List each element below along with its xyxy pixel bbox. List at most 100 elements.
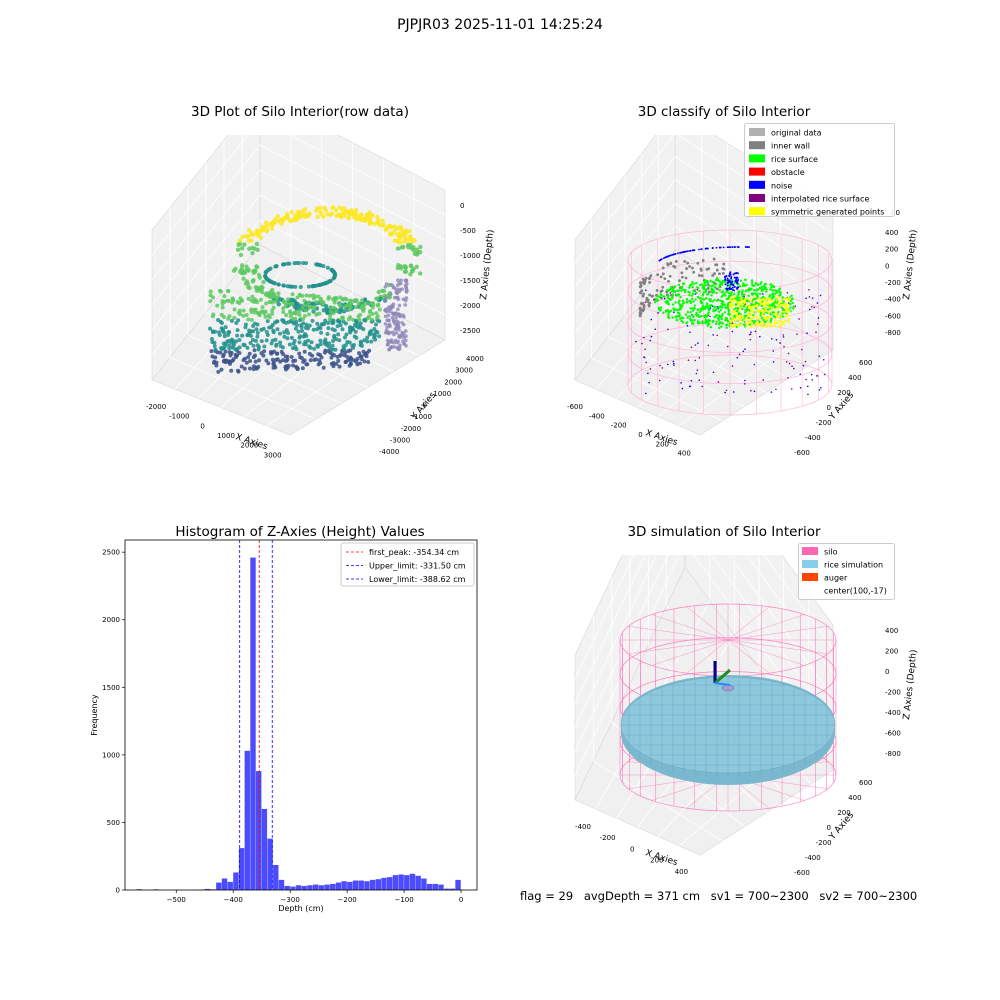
simulation-z-tick-label: 200 [885,648,898,656]
rice-surface-point [712,309,715,313]
rice-surface-point [782,308,785,312]
noise-point [717,381,720,383]
raw-z-tick-label: -2500 [460,327,480,335]
rice-surface-point [751,283,754,287]
raw-point [342,335,347,340]
raw-point [293,326,298,331]
raw-point [258,288,263,294]
histogram-bar [267,838,273,890]
noise-point [722,246,725,249]
auger-x-arrow [714,682,731,686]
noise-point [782,334,785,336]
rice-surface-point [700,301,703,305]
noise-point [787,352,790,355]
noise-point [645,289,647,292]
classify-y-tick-label: -600 [794,449,810,457]
rice-surface-point [699,309,703,312]
noise-point [746,246,749,248]
rice-surface-point [692,322,695,325]
noise-point [816,323,819,325]
classify-x-tick-label: 0 [638,431,642,439]
noise-point [677,252,679,255]
raw-point [348,305,353,310]
legend-label: inner wall [771,142,810,151]
raw-point [257,275,262,280]
rice-surface-point [746,307,749,311]
rice-surface-point [770,293,774,296]
rice-surface-point [724,318,727,322]
inner-wall-point [707,267,711,271]
raw-point [290,346,295,351]
histogram-bar [221,878,228,890]
symmetric-point [765,297,768,300]
rice-surface-point [675,308,679,312]
raw-point [337,338,342,343]
raw-point [298,334,303,339]
histogram-bar [455,879,461,890]
noise-point [811,305,813,308]
raw-point [392,345,397,349]
symmetric-point [769,315,772,319]
rice-surface-point [696,286,700,290]
raw-point [371,332,376,337]
raw-point [380,288,385,293]
raw-point [346,358,351,363]
symmetric-point [741,303,744,306]
raw-point [270,311,275,316]
noise-point [680,382,682,384]
symmetric-point [765,325,768,328]
raw-point [319,355,324,360]
rice-surface-point [718,321,722,324]
raw-point [281,283,286,288]
raw-point [235,328,240,333]
raw-point [255,247,260,253]
raw-point [301,261,306,266]
silo-spoke [727,639,828,655]
noise-point [731,246,734,248]
noise-point [785,361,788,363]
rice-surface-point [738,290,741,293]
noise-point [701,385,704,388]
rice-surface-point [694,282,698,285]
symmetric-point [729,314,732,317]
histogram-bar [256,771,262,890]
symmetric-point [739,303,742,306]
raw-point [225,339,230,344]
raw-point [314,206,320,211]
raw-point [340,297,345,302]
symmetric-point [731,305,734,308]
raw-point [297,309,302,314]
histogram-bar [426,883,433,890]
symmetric-point [749,299,752,302]
silo-spoke [651,614,729,641]
noise-point [726,277,729,280]
simulation-x-tick-label: 200 [650,857,663,865]
rice-surface-point [721,322,724,325]
symmetric-point [770,308,774,311]
symmetric-point [755,321,758,324]
histogram-bar [449,888,456,890]
symmetric-point [764,318,767,322]
rice-surface-point [701,298,704,301]
noise-point [716,306,719,308]
raw-point-cloud [208,205,423,374]
raw-point [244,312,249,317]
y-tick-label: 1500 [102,684,120,692]
raw-point [318,338,323,343]
rice-surface-point [791,301,794,305]
raw-point [299,325,304,330]
noise-point [759,335,761,338]
histogram-bar [381,877,387,890]
raw-point [330,347,335,352]
raw-point [258,297,263,302]
rice-surface-point [671,295,674,298]
rice-surface-point [667,297,670,300]
histogram-chart: −500 −400 −300 −200 −100 0 0 500 1000 1500 2000 25… [90,539,478,913]
raw-point [335,318,340,323]
noise-point [732,391,735,393]
histogram-bar [312,884,319,890]
raw-point [337,302,342,307]
noise-point [782,336,785,338]
raw-point [209,349,214,354]
raw-point [370,213,375,218]
